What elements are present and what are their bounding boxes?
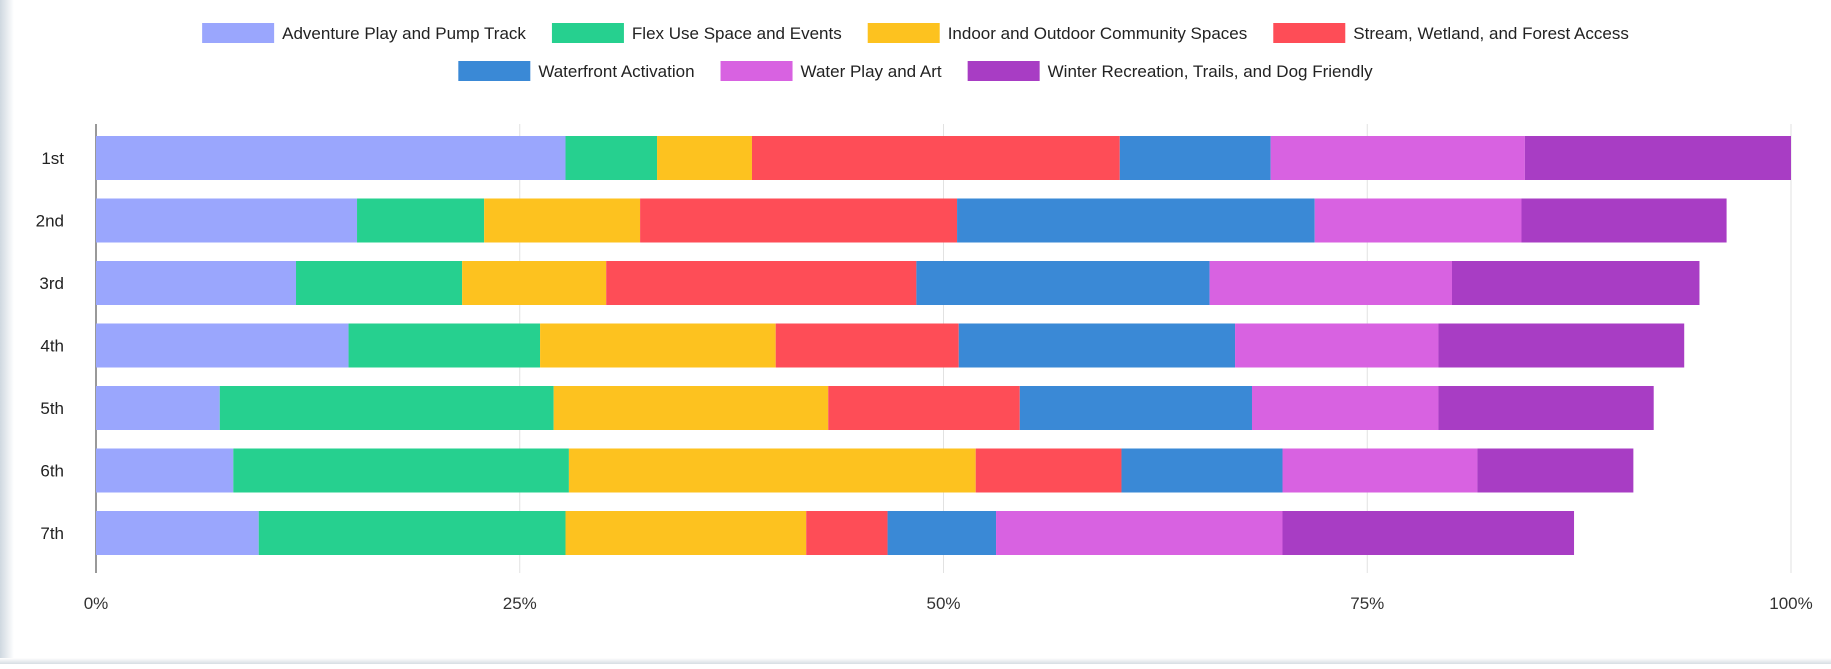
y-axis-labels: 1st 2nd 3rd 4th 5th 6th 7th: [36, 149, 65, 543]
legend-label[interactable]: Adventure Play and Pump Track: [282, 24, 526, 43]
x-tick-label: 50%: [926, 594, 960, 613]
x-tick-label: 75%: [1350, 594, 1384, 613]
legend-swatch[interactable]: [458, 61, 531, 81]
bar-segment[interactable]: [1524, 136, 1791, 180]
bar-segment[interactable]: [957, 198, 1315, 243]
bar-segment[interactable]: [96, 448, 234, 493]
legend-label[interactable]: Stream, Wetland, and Forest Access: [1353, 24, 1629, 43]
bar-segment[interactable]: [751, 136, 1120, 180]
category-label: 2nd: [36, 212, 64, 231]
bar-segment[interactable]: [568, 448, 976, 493]
bar-segment[interactable]: [96, 198, 358, 243]
bar-segment[interactable]: [96, 261, 297, 305]
bar-segment[interactable]: [1452, 261, 1700, 305]
bar-segment[interactable]: [219, 386, 554, 430]
bar-segment[interactable]: [553, 386, 829, 430]
bar-segment[interactable]: [1209, 261, 1452, 305]
legend-label[interactable]: Water Play and Art: [801, 62, 942, 81]
category-label: 3rd: [39, 274, 64, 293]
x-axis-labels: 0% 25% 50% 75% 100%: [84, 594, 1813, 613]
bar-segment[interactable]: [296, 261, 463, 305]
category-label: 4th: [40, 337, 64, 356]
frame-shadow-bottom: [0, 658, 1831, 664]
bar-segment[interactable]: [233, 448, 569, 493]
bar-segment[interactable]: [657, 136, 752, 180]
legend-swatch[interactable]: [551, 23, 624, 43]
legend-label[interactable]: Flex Use Space and Events: [632, 24, 842, 43]
bar-segment[interactable]: [258, 511, 566, 555]
legend-label[interactable]: Indoor and Outdoor Community Spaces: [948, 24, 1248, 43]
x-tick-label: 100%: [1769, 594, 1812, 613]
legend-swatch[interactable]: [967, 61, 1040, 81]
bar-segment[interactable]: [96, 511, 259, 555]
bar-segment[interactable]: [640, 198, 958, 243]
bar-segment[interactable]: [996, 511, 1283, 555]
legend-swatch[interactable]: [867, 23, 940, 43]
bar-segment[interactable]: [484, 198, 641, 243]
legend: Adventure Play and Pump Track Flex Use Sp…: [202, 23, 1629, 81]
bar-segment[interactable]: [975, 448, 1122, 493]
bar-segment[interactable]: [1282, 448, 1478, 493]
legend-label[interactable]: Waterfront Activation: [538, 62, 694, 81]
category-label: 5th: [40, 399, 64, 418]
x-tick-label: 0%: [84, 594, 109, 613]
bar-segment[interactable]: [1438, 386, 1654, 430]
category-label: 1st: [41, 149, 64, 168]
frame-shadow: [0, 0, 14, 664]
bar-segment[interactable]: [1019, 386, 1252, 430]
x-tick-label: 25%: [503, 594, 537, 613]
bar-segment[interactable]: [916, 261, 1210, 305]
bar-segment[interactable]: [806, 511, 888, 555]
bar-segment[interactable]: [1438, 323, 1685, 368]
legend-label[interactable]: Winter Recreation, Trails, and Dog Frien…: [1048, 62, 1374, 81]
bar-segment[interactable]: [1121, 448, 1283, 493]
legend-swatch[interactable]: [1273, 23, 1346, 43]
bar-segment[interactable]: [1477, 448, 1634, 493]
bar-segment[interactable]: [96, 136, 566, 180]
bar-segment[interactable]: [1270, 136, 1525, 180]
bars: [96, 136, 1791, 555]
bar-segment[interactable]: [565, 511, 807, 555]
bar-segment[interactable]: [462, 261, 607, 305]
bar-segment[interactable]: [1282, 511, 1575, 555]
bar-segment[interactable]: [887, 511, 997, 555]
bar-segment[interactable]: [96, 323, 349, 368]
legend-swatch[interactable]: [720, 61, 793, 81]
bar-segment[interactable]: [606, 261, 917, 305]
bar-segment[interactable]: [958, 323, 1236, 368]
bar-segment[interactable]: [1521, 198, 1727, 243]
legend-swatch[interactable]: [202, 23, 275, 43]
bar-segment[interactable]: [775, 323, 959, 368]
bar-segment[interactable]: [348, 323, 541, 368]
category-label: 6th: [40, 462, 64, 481]
bar-segment[interactable]: [1251, 386, 1439, 430]
bar-segment[interactable]: [1235, 323, 1439, 368]
bar-segment[interactable]: [565, 136, 658, 180]
bar-segment[interactable]: [540, 323, 776, 368]
category-label: 7th: [40, 524, 64, 543]
bar-segment[interactable]: [357, 198, 485, 243]
bar-segment[interactable]: [828, 386, 1020, 430]
bar-segment[interactable]: [96, 386, 220, 430]
bar-segment[interactable]: [1119, 136, 1271, 180]
bar-segment[interactable]: [1314, 198, 1522, 243]
